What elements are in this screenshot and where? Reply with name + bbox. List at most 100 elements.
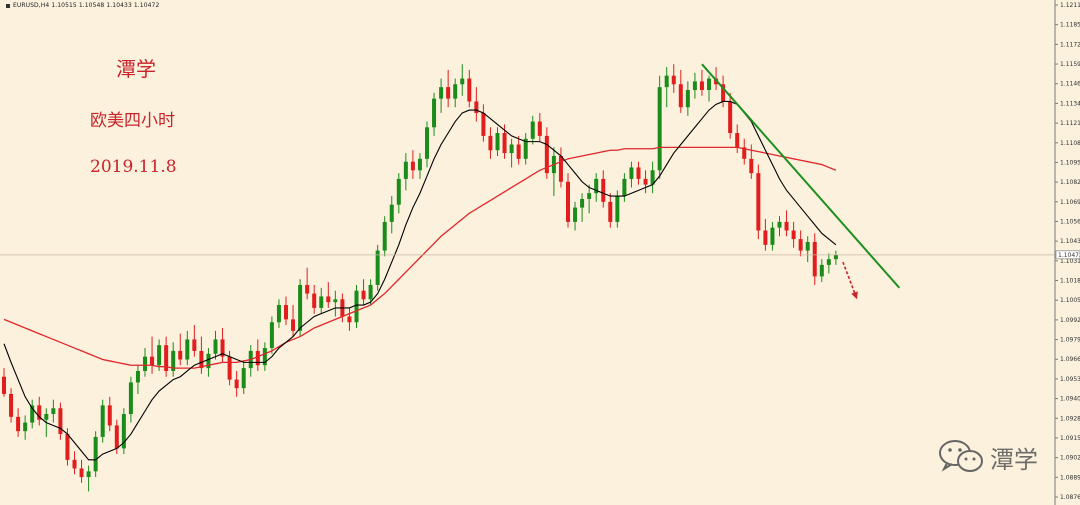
last-price-label: 1.10472 [1058,252,1080,259]
price-tick-label: 1.09405 [1060,396,1080,403]
annotation-date: 2019.11.8 [90,157,177,177]
price-tick-label: 1.09150 [1060,435,1080,442]
candle-body [51,408,56,414]
candle [361,279,366,306]
candle-body [234,379,239,389]
candle-body [439,87,444,99]
candle-body [587,193,592,199]
candle [284,296,288,326]
candle [481,104,486,142]
candle [255,339,260,371]
candle [763,219,768,251]
candle-body [58,408,63,435]
candle-body [269,322,274,349]
candle-body [37,405,42,420]
candle [417,153,422,179]
candle-body [735,133,740,148]
candle-body [135,370,140,383]
candle [368,279,373,306]
candle-body [227,356,232,380]
candle [650,161,655,194]
candle-body [629,167,634,179]
candle [213,330,218,360]
candle-body [573,207,578,222]
candle [573,201,578,231]
price-tick-label: 1.08890 [1060,474,1080,481]
candle-body [566,181,570,222]
candle-body [30,405,35,423]
candle [403,153,408,191]
candle [143,348,147,377]
candle-body [685,90,690,108]
price-tick-label: 1.11725 [1060,41,1080,48]
annotation-subtitle: 欧美四小时 [90,111,175,131]
candle [171,342,176,377]
candle [16,408,21,437]
candle [276,299,281,328]
candle-body [150,356,155,366]
candle-body [410,161,415,171]
candle-body [664,75,669,88]
forecast-arrow-line [842,261,858,300]
candle-body [742,147,747,159]
candle [121,408,126,455]
candle-body [777,221,782,228]
candle-body [699,81,704,91]
candle-body [784,221,789,231]
candle-body [291,319,296,331]
candle-body [284,305,288,320]
candle [629,161,634,188]
candle [537,112,542,142]
symbol-menu-icon[interactable] [6,3,10,8]
candle-body [375,250,380,285]
price-tick-label: 1.09795 [1060,337,1080,344]
price-tick-label: 1.11595 [1060,61,1080,68]
candle-body [432,98,437,128]
candle [439,78,444,113]
trendline [701,63,901,289]
candle-body [86,471,91,478]
candle-body [417,158,422,171]
candle-body [558,155,563,182]
candle [791,221,796,248]
candle [164,336,169,377]
candle-body [2,376,6,394]
watermark: 潭学 [938,437,1048,477]
candle-body [16,416,21,432]
candle-body [171,350,176,371]
price-tick-label: 1.09020 [1060,455,1080,462]
candle [30,399,35,429]
candle [453,78,458,108]
candle [474,87,479,122]
candle [735,124,740,154]
candle-body [185,339,190,360]
candle [157,339,162,371]
wechat-icon [939,440,983,472]
price-tick-label: 1.08765 [1060,494,1080,501]
candle [135,365,140,394]
candle-body [657,87,662,171]
candle-body [312,293,317,308]
candle [234,370,239,397]
candle [425,121,429,168]
candle [389,196,394,234]
candle [58,402,63,440]
candle [375,244,380,291]
candle-body [425,127,429,159]
candle-body [615,196,620,222]
candle [488,127,493,159]
candle [784,210,789,237]
candle-body [319,296,324,308]
candle-body [819,264,824,277]
candle-body [749,158,754,174]
candle-body [354,290,359,323]
candle [812,233,817,285]
price-tick-label: 1.10180 [1060,278,1080,285]
candle [410,150,415,179]
candle [305,267,310,300]
candle [460,64,465,96]
candle-body [107,405,112,426]
price-tick-label: 1.10565 [1060,218,1080,225]
chart-header: EURUSD,H4 1.10515 1.10548 1.10433 1.1047… [6,2,159,9]
candle [93,431,98,478]
